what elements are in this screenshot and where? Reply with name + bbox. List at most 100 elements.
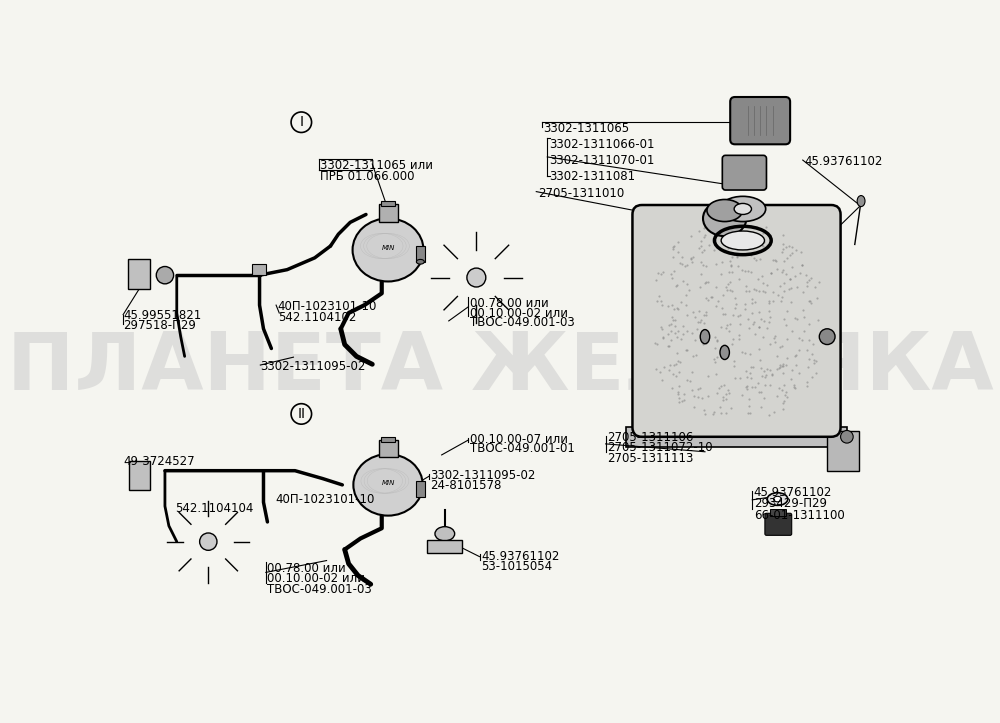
Point	[669, 348, 685, 359]
Point	[765, 286, 781, 298]
Point	[737, 298, 753, 309]
Point	[761, 297, 777, 309]
Point	[775, 360, 791, 372]
Point	[725, 333, 741, 345]
Point	[775, 229, 791, 241]
Point	[684, 366, 700, 377]
Point	[764, 369, 780, 380]
Point	[730, 311, 746, 322]
Text: 293429-П29: 293429-П29	[754, 497, 827, 510]
Point	[651, 290, 667, 301]
Point	[666, 240, 682, 252]
Text: 40П-1023101-10: 40П-1023101-10	[278, 300, 377, 313]
Point	[756, 392, 772, 403]
Point	[775, 265, 791, 276]
Circle shape	[841, 430, 853, 443]
Point	[696, 231, 712, 243]
Bar	[381, 201, 395, 206]
Bar	[416, 246, 425, 262]
Text: 3302-1311065: 3302-1311065	[543, 122, 629, 135]
Point	[784, 247, 800, 259]
Text: 297518-П29: 297518-П29	[123, 319, 196, 332]
Point	[692, 316, 708, 328]
Point	[730, 260, 746, 271]
Point	[717, 341, 733, 353]
Point	[769, 264, 785, 275]
Point	[679, 344, 695, 356]
Point	[741, 401, 757, 412]
Text: ПРБ 01.066.000: ПРБ 01.066.000	[320, 169, 415, 182]
Point	[647, 337, 663, 348]
Point	[692, 382, 708, 393]
Point	[671, 393, 687, 404]
Point	[696, 222, 712, 234]
Text: I: I	[299, 115, 303, 129]
Point	[761, 408, 777, 420]
Point	[753, 313, 769, 325]
Point	[775, 243, 791, 254]
Point	[711, 382, 727, 393]
Point	[696, 244, 712, 256]
Point	[741, 322, 757, 333]
Point	[722, 256, 738, 268]
Point	[679, 278, 695, 290]
Point	[778, 359, 794, 371]
Text: 3302-1311081: 3302-1311081	[549, 169, 635, 182]
Point	[743, 372, 759, 384]
Point	[775, 239, 791, 250]
Point	[784, 262, 800, 273]
Point	[693, 236, 709, 247]
Point	[723, 223, 739, 234]
Point	[753, 386, 769, 398]
Bar	[770, 508, 786, 516]
Point	[704, 291, 720, 302]
Point	[674, 395, 690, 407]
Point	[741, 286, 757, 297]
Point	[774, 341, 790, 352]
Point	[700, 294, 716, 305]
Point	[778, 319, 794, 330]
Point	[697, 277, 713, 288]
Point	[751, 386, 767, 398]
Point	[774, 360, 790, 372]
Ellipse shape	[774, 496, 781, 502]
Point	[666, 359, 682, 370]
Point	[803, 272, 819, 283]
Point	[769, 390, 785, 402]
Point	[665, 243, 681, 254]
Point	[740, 313, 756, 325]
Point	[772, 341, 788, 353]
Point	[708, 257, 724, 269]
Point	[661, 319, 677, 330]
Point	[682, 375, 698, 387]
Text: 45.93761102: 45.93761102	[804, 155, 883, 168]
Point	[720, 242, 736, 254]
Point	[755, 286, 771, 297]
Point	[742, 367, 758, 379]
Point	[786, 379, 802, 390]
Point	[804, 371, 820, 382]
Point	[661, 340, 677, 351]
Point	[725, 221, 741, 233]
Point	[745, 318, 761, 330]
Point	[799, 276, 815, 288]
Point	[766, 406, 782, 418]
Point	[734, 221, 750, 232]
Point	[750, 228, 766, 240]
Point	[804, 348, 820, 360]
Point	[810, 315, 826, 326]
Point	[724, 338, 740, 350]
Point	[707, 234, 723, 246]
Point	[708, 300, 724, 312]
Point	[674, 251, 690, 262]
Point	[669, 303, 685, 315]
Point	[687, 335, 703, 346]
Point	[734, 265, 750, 276]
Ellipse shape	[703, 201, 746, 236]
Point	[774, 291, 790, 302]
Point	[698, 309, 714, 321]
Point	[756, 315, 772, 327]
Point	[660, 300, 676, 312]
Point	[751, 321, 767, 333]
Text: 3302-1311095-02: 3302-1311095-02	[260, 360, 366, 373]
